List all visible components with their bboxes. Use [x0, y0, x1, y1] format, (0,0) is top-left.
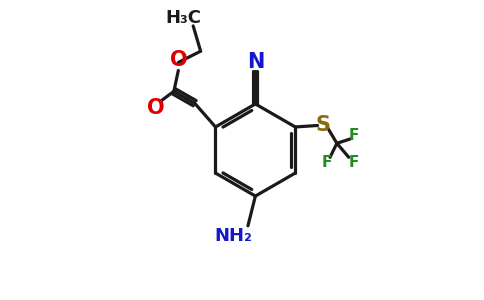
Text: O: O	[147, 98, 164, 118]
Text: NH₂: NH₂	[215, 226, 253, 244]
Text: N: N	[247, 52, 264, 72]
Text: O: O	[170, 50, 188, 70]
Text: H₃C: H₃C	[166, 9, 202, 27]
Text: F: F	[349, 155, 359, 170]
Text: F: F	[321, 155, 332, 170]
Text: F: F	[349, 128, 359, 143]
Text: S: S	[316, 116, 331, 136]
